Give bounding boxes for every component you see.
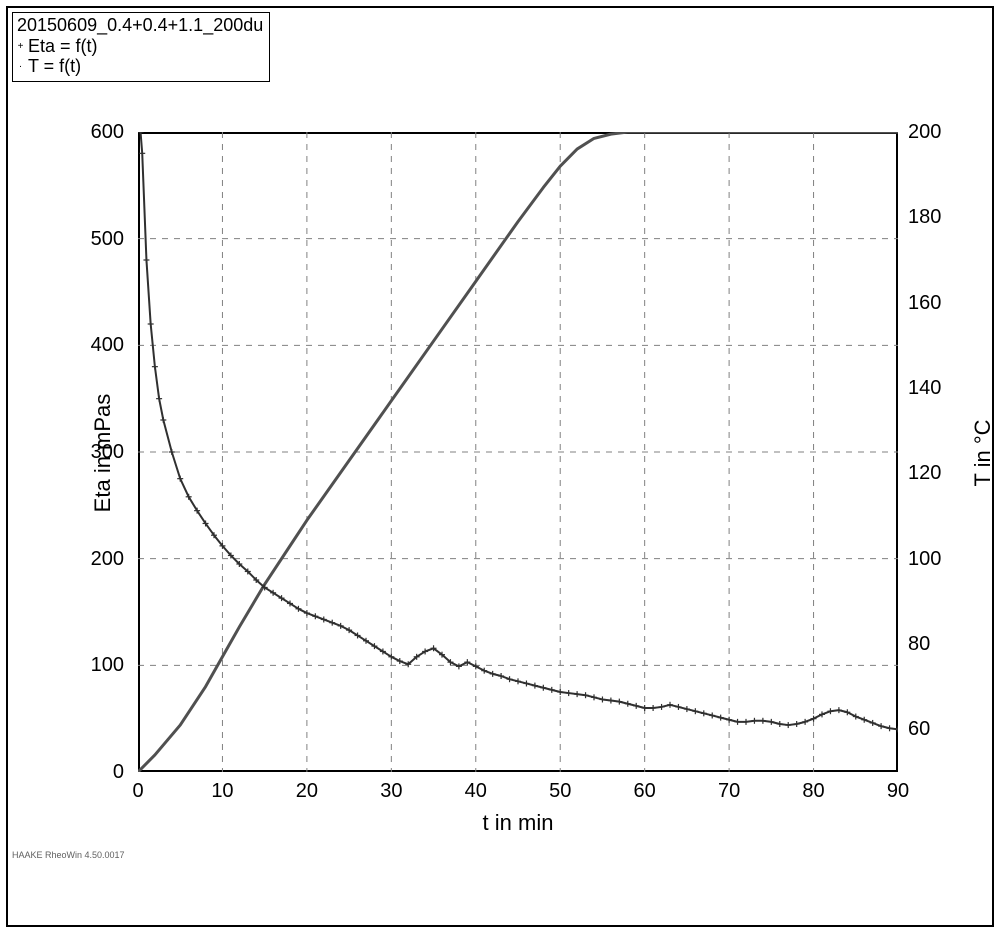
y-right-tick-label: 140 (908, 377, 941, 400)
legend-title: 20150609_0.4+0.4+1.1_200du (17, 15, 263, 36)
y-right-tick-label: 200 (908, 121, 941, 144)
x-tick-label: 30 (379, 780, 403, 803)
x-tick-label: 80 (802, 780, 826, 803)
footer-text: HAAKE RheoWin 4.50.0017 (12, 850, 125, 860)
x-tick-label: 20 (295, 780, 319, 803)
x-tick-label: 10 (210, 780, 234, 803)
x-tick-label: 0 (126, 780, 150, 803)
x-axis-label: t in min (468, 810, 568, 836)
legend-series1-row: + Eta = f(t) (17, 36, 263, 57)
x-tick-label: 70 (717, 780, 741, 803)
y-right-tick-label: 60 (908, 718, 930, 741)
x-tick-label: 90 (886, 780, 910, 803)
y-left-tick-label: 100 (91, 654, 124, 677)
y-left-tick-label: 500 (91, 228, 124, 251)
y-right-tick-label: 180 (908, 206, 941, 229)
legend-series2-row: · T = f(t) (17, 56, 263, 77)
plot-svg (138, 132, 898, 772)
y-left-tick-label: 600 (91, 121, 124, 144)
y-left-tick-label: 0 (113, 761, 124, 784)
y-right-tick-label: 100 (908, 548, 941, 571)
x-tick-label: 40 (464, 780, 488, 803)
legend-series1-label: Eta = f(t) (28, 36, 98, 57)
y-right-tick-label: 160 (908, 292, 941, 315)
y-left-axis-label: Eta in mPas (90, 383, 116, 523)
legend-series2-label: T = f(t) (28, 56, 81, 77)
chart-frame: 20150609_0.4+0.4+1.1_200du + Eta = f(t) … (6, 6, 994, 927)
y-left-tick-label: 200 (91, 548, 124, 571)
legend-marker-eta: + (17, 43, 24, 50)
y-left-tick-label: 400 (91, 334, 124, 357)
y-right-tick-label: 120 (908, 462, 941, 485)
legend-marker-temp: · (17, 63, 24, 70)
legend-box: 20150609_0.4+0.4+1.1_200du + Eta = f(t) … (12, 12, 270, 82)
y-right-tick-label: 80 (908, 633, 930, 656)
x-tick-label: 60 (633, 780, 657, 803)
y-right-axis-label: T in °C (970, 403, 996, 503)
x-tick-label: 50 (548, 780, 572, 803)
legend-title-row: 20150609_0.4+0.4+1.1_200du (17, 15, 263, 36)
